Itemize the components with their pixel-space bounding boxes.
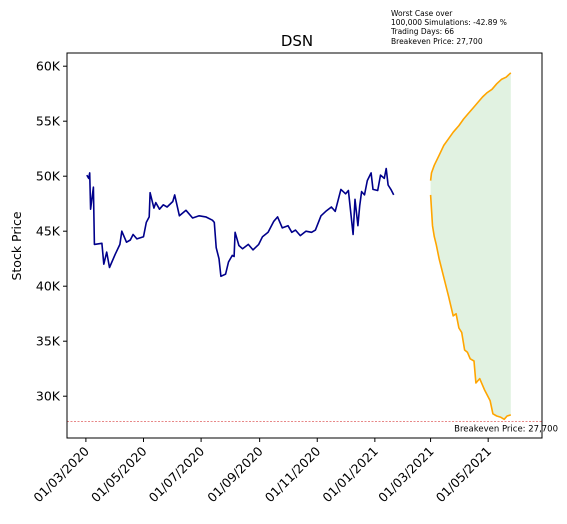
annotation-line: Breakeven Price: 27,700 [391, 36, 483, 46]
x-tick-label: 01/09/2020 [204, 443, 266, 505]
chart-title: DSN [281, 32, 313, 50]
simulation-lower-line [429, 194, 512, 421]
y-tick-label: 30K [36, 389, 61, 404]
y-tick-label: 55K [36, 114, 61, 129]
simulation-annotation: Worst Case over 100,000 Simulations: -42… [391, 9, 507, 46]
x-tick-label: 01/05/2020 [88, 443, 150, 505]
x-tick-label: 01/11/2020 [262, 443, 324, 505]
y-tick-label: 50K [36, 169, 61, 184]
plot-area: Breakeven Price: 27,700 [67, 72, 558, 435]
y-tick-label: 35K [36, 334, 61, 349]
breakeven-label: Breakeven Price: 27,700 [454, 425, 558, 435]
y-axis-label: Stock Price [9, 211, 24, 280]
x-tick-label: 01/07/2020 [146, 443, 208, 505]
x-tick-label: 01/03/2020 [30, 443, 92, 505]
y-tick-label: 60K [36, 59, 61, 74]
annotation-line: 100,000 Simulations: -42.89 % [391, 18, 507, 28]
price-history-line [86, 167, 395, 278]
y-tick-label: 40K [36, 279, 61, 294]
x-tick-label: 01/03/2021 [375, 444, 437, 506]
annotation-line: Worst Case over [391, 9, 453, 18]
simulation-range-fill [430, 72, 511, 420]
y-tick-label: 45K [36, 224, 61, 239]
annotation-line: Trading Days: 66 [391, 27, 455, 37]
simulation-upper-line [429, 72, 512, 181]
plot-frame [66, 52, 543, 439]
x-tick-label: 01/01/2021 [319, 444, 381, 506]
x-tick-label: 01/05/2021 [433, 444, 495, 506]
